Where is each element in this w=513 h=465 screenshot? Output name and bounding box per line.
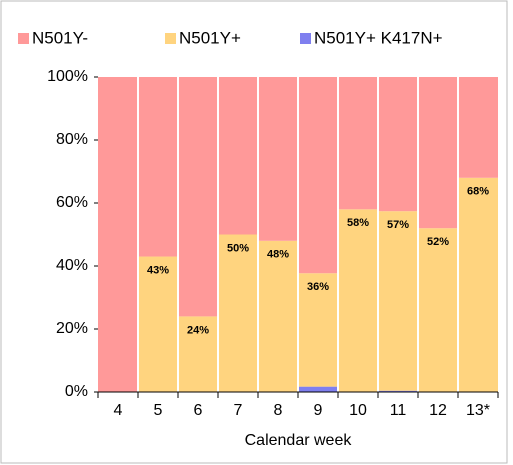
bar-segment — [138, 256, 178, 392]
bar-segment — [338, 77, 378, 210]
legend-swatch — [18, 33, 29, 44]
bar-segment — [178, 316, 218, 392]
bar-segment — [98, 77, 138, 392]
x-tick-label: 5 — [154, 402, 163, 419]
data-label: 57% — [387, 219, 409, 231]
y-tick-label: 40% — [56, 257, 88, 274]
x-tick-label: 9 — [314, 402, 323, 419]
bar-segment — [378, 390, 418, 392]
bar-segment — [218, 77, 258, 235]
data-label: 58% — [347, 217, 369, 229]
x-tick-label: 8 — [274, 402, 283, 419]
bar-segment — [338, 209, 378, 392]
legend-swatch — [300, 33, 311, 44]
legend-label: N501Y- — [32, 28, 88, 47]
bar-segment — [298, 386, 338, 392]
bar-segment — [378, 211, 418, 391]
bar-segment — [418, 77, 458, 229]
bar-segment — [258, 240, 298, 392]
bar-segment — [178, 77, 218, 317]
x-tick-label: 7 — [234, 402, 243, 419]
bar-segment — [418, 228, 458, 392]
x-axis-label: Calendar week — [245, 432, 353, 449]
legend-label: N501Y+ — [179, 28, 241, 47]
data-label: 50% — [227, 242, 249, 254]
bar-segment — [298, 77, 338, 274]
legend-label: N501Y+ K417N+ — [314, 28, 443, 47]
x-tick-label: 4 — [114, 402, 123, 419]
y-tick-label: 80% — [56, 131, 88, 148]
y-tick-label: 60% — [56, 194, 88, 211]
bar-segment — [258, 77, 298, 241]
y-tick-label: 0% — [65, 383, 88, 400]
bar-segment — [378, 77, 418, 212]
bar-segment — [458, 77, 498, 178]
x-tick-label: 6 — [194, 402, 203, 419]
y-tick-label: 20% — [56, 320, 88, 337]
data-label: 68% — [467, 186, 489, 198]
x-tick-label: 11 — [390, 402, 407, 419]
x-tick-label: 13* — [466, 402, 490, 419]
bar-segment — [298, 273, 338, 387]
data-label: 43% — [147, 264, 169, 276]
bar-segment — [218, 234, 258, 392]
bar-segment — [138, 77, 178, 257]
data-label: 52% — [427, 236, 449, 248]
y-tick-label: 100% — [47, 68, 88, 85]
bar-segment — [458, 177, 498, 392]
data-label: 36% — [307, 281, 329, 293]
x-tick-label: 10 — [349, 402, 367, 419]
data-label: 24% — [187, 324, 209, 336]
data-label: 48% — [267, 249, 289, 261]
legend-swatch — [165, 33, 176, 44]
x-tick-label: 12 — [429, 402, 447, 419]
